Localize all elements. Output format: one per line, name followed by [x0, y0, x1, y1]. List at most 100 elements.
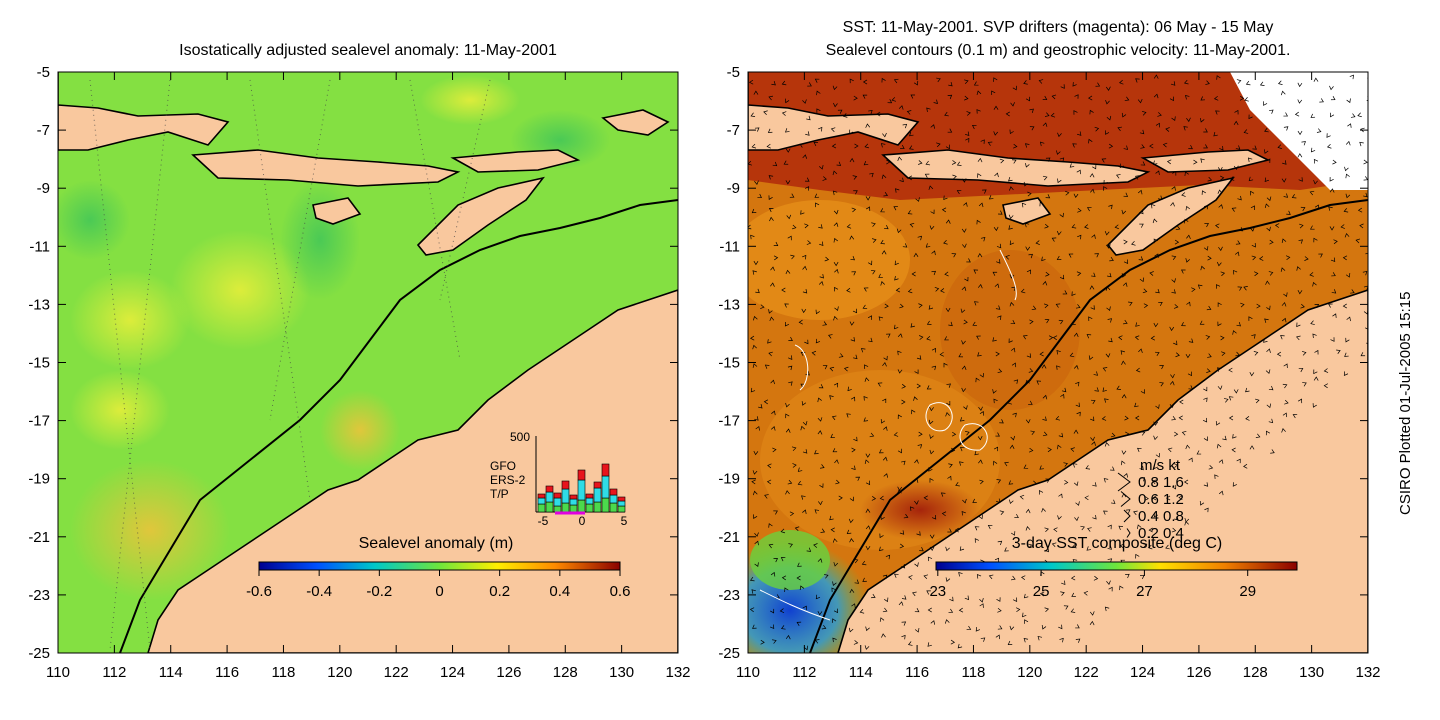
inset-bar-segment: [617, 500, 626, 507]
inset-bar-segment: [609, 488, 618, 496]
colorbar-tick: 0: [435, 583, 443, 600]
inset-bar-segment: [553, 492, 562, 499]
right-xtick: 116: [905, 664, 929, 681]
inset-bar-segment: [593, 487, 602, 503]
inset-bar-segment: [553, 505, 562, 513]
right-xtick: 114: [849, 664, 873, 681]
sla-colorbar: Sealevel anomaly (m) -0.6 -0.4 -0.2 0 0.2 0.4…: [246, 535, 630, 600]
inset-bar-segment: [585, 503, 594, 513]
geostrophic-velocity-vectors: [748, 74, 1368, 651]
left-xtick: 116: [215, 664, 239, 681]
inset-bar-segment: [601, 497, 610, 513]
velocity-key-arrow: [1120, 491, 1131, 507]
right-xtick: 112: [792, 664, 816, 681]
legend-tp: T/P: [490, 487, 509, 501]
right-axes: 110 112 114 116 118 120 122 124 126 128 130 132 -5 -7…: [718, 64, 1380, 681]
left-ytick: -23: [28, 587, 50, 604]
right-ytick: -19: [718, 471, 740, 488]
right-ytick: -25: [718, 645, 740, 662]
inset-bar-segment: [569, 498, 578, 506]
right-ytick: -11: [719, 238, 740, 255]
right-ytick: -13: [718, 296, 740, 313]
inset-bar-segment: [569, 504, 578, 513]
inset-bar-segment: [577, 499, 586, 513]
left-xtick: 110: [46, 664, 70, 681]
inset-bar-segment: [601, 475, 610, 499]
inset-bar-segment: [617, 505, 626, 513]
left-ytick: -17: [28, 413, 50, 430]
velocity-key-arrow: [1117, 472, 1131, 492]
inset-bar-segment: [593, 481, 602, 489]
colorbar-tick: 0.2: [489, 583, 510, 600]
velocity-key-row: 0.4 0.8: [1138, 508, 1184, 525]
inset-bar-segment: [585, 497, 594, 505]
shelf-contour: [119, 199, 678, 653]
colorbar-tick: -0.4: [306, 583, 332, 600]
velocity-key-row: 0.6 1.2: [1138, 491, 1184, 508]
inset-bar-segment: [545, 501, 554, 513]
right-ytick: -15: [718, 355, 740, 372]
shelf-contour-right: [809, 199, 1368, 653]
inset-xtick-neg5: -5: [538, 514, 549, 528]
right-ytick: -21: [718, 529, 740, 546]
left-xtick: 114: [159, 664, 183, 681]
left-axes: 110 112 114 116 118 120 122 124 126 128 130 132 -5 -7…: [28, 64, 690, 681]
inset-bars: [537, 463, 626, 513]
right-xtick: 128: [1243, 664, 1268, 681]
inset-bar-segment: [537, 493, 546, 499]
right-map: [748, 72, 1368, 653]
inset-bar-segment: [585, 493, 594, 499]
right-map-title-line2: Sealevel contours (0.1 m) and geostrophi…: [825, 42, 1291, 59]
left-xtick: 128: [553, 664, 578, 681]
colorbar-tick: 23: [929, 583, 946, 600]
inset-bar-segment: [561, 480, 570, 490]
sst-colorbar: 3-day SST composite (deg C) 23 25 27 29: [929, 535, 1298, 600]
right-xtick: 120: [1017, 664, 1042, 681]
inset-ymax: 500: [510, 430, 530, 444]
right-ytick: -9: [727, 180, 740, 197]
inset-bar-segment: [577, 469, 586, 481]
right-xtick: 126: [1186, 664, 1211, 681]
right-xtick: 132: [1355, 664, 1380, 681]
inset-bar-segment: [537, 497, 546, 505]
left-ytick: -19: [28, 471, 50, 488]
inset-bar-segment: [593, 501, 602, 513]
right-xtick: 130: [1299, 664, 1324, 681]
right-xtick: 118: [961, 664, 985, 681]
inset-bar-segment: [561, 488, 570, 504]
inset-bar-segment: [545, 485, 554, 493]
velocity-key-arrow: [1126, 528, 1131, 538]
sla-orange-anomaly: [70, 460, 230, 600]
inset-bar-segment: [609, 502, 618, 513]
inset-xtick-0: 0: [579, 514, 586, 528]
inset-bar-segment: [545, 491, 554, 503]
left-xtick: 118: [271, 664, 295, 681]
left-ytick: -5: [37, 64, 50, 81]
satellite-tracks: [89, 79, 491, 651]
colorbar-tick: 27: [1136, 583, 1153, 600]
sla-colorbar-ramp: [258, 561, 621, 571]
colorbar-tick: 0.4: [549, 583, 570, 600]
left-ytick: -21: [28, 529, 50, 546]
left-ytick: -9: [37, 180, 50, 197]
right-ytick: -23: [718, 587, 740, 604]
inset-bar-segment: [561, 502, 570, 513]
right-xtick: 110: [736, 664, 760, 681]
inset-bar-segment: [601, 463, 610, 477]
colorbar-tick: -0.6: [246, 583, 272, 600]
left-xtick: 126: [496, 664, 521, 681]
right-xtick: 124: [1130, 664, 1155, 681]
right-ytick: -7: [727, 122, 740, 139]
velocity-key-row: 0.2 0.4: [1138, 525, 1184, 542]
left-xtick: 122: [384, 664, 409, 681]
left-ytick: -15: [28, 355, 50, 372]
right-xtick: 122: [1074, 664, 1099, 681]
velocity-key-arrow: [1123, 509, 1131, 523]
plot-stamp: CSIRO Plotted 01-Jul-2005 15:15: [1397, 292, 1414, 515]
velocity-key-row: 0.8 1.6: [1138, 474, 1184, 491]
inset-bar-segment: [537, 503, 546, 513]
inset-xtick-5: 5: [621, 514, 628, 528]
sla-colorbar-label: Sealevel anomaly (m): [359, 535, 514, 552]
inset-bar-segment: [617, 496, 626, 502]
